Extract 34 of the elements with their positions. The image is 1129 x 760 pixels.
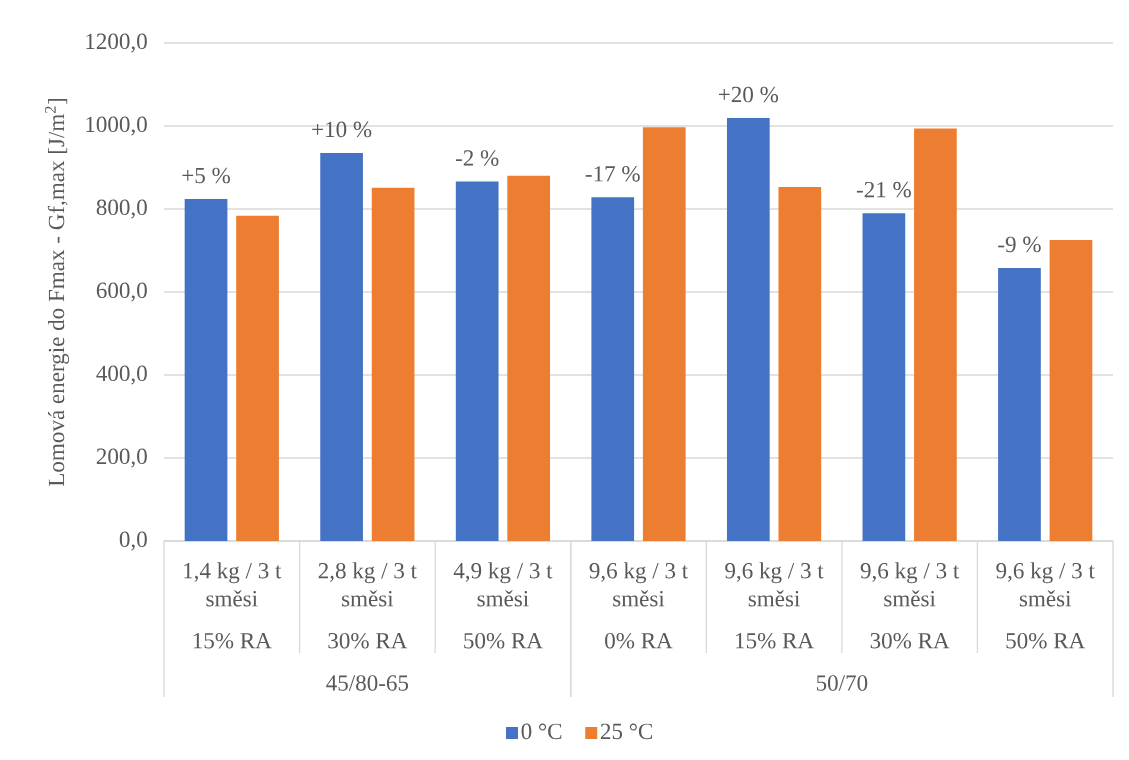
x-axis-title: 50/70 (816, 675, 868, 691)
bar (1049, 240, 1093, 541)
x-tick-label: 4,9 kg / 3 t směsi 50% RA (453, 562, 553, 649)
x-tick-label: 9,6 kg / 3 t směsi 50% RA (996, 562, 1095, 649)
x-tick-label: 2,8 kg / 3 t směsi 30% RA (318, 562, 417, 649)
y-tick-label: 200,0 (96, 448, 147, 468)
annotation: -21 % (856, 181, 911, 198)
legend-label: 25 °C (600, 723, 653, 740)
bar (914, 128, 957, 541)
y-axis-title: Lomová energie do Fmax - Gf,max [J/m$^{2}$] (44, 98, 70, 487)
bar (591, 197, 635, 541)
y-tick-label: 1000,0 (86, 116, 147, 136)
x-tick-label: 9,6 kg / 3 t směsi 0% RA (589, 562, 689, 649)
annotation: +10 % (312, 121, 372, 138)
x-tick-label: 9,6 kg / 3 t směsi 30% RA (860, 562, 960, 649)
y-tick-label: 600,0 (96, 282, 147, 302)
bar (726, 118, 770, 541)
legend-label: 0 °C (521, 723, 562, 740)
annotation: -9 % (998, 236, 1041, 253)
y-tick-label: 400,0 (96, 365, 147, 385)
bar (998, 267, 1041, 541)
bar (642, 127, 686, 541)
x-tick-label: 9,6 kg / 3 t směsi 15% RA (725, 562, 824, 649)
annotation: +5 % (182, 167, 230, 184)
annotation: +20 % (718, 86, 779, 103)
bar (862, 213, 906, 541)
x-axis-title: 45/80-65 (326, 675, 409, 691)
y-tick-label: 1200,0 (86, 33, 147, 53)
bar (778, 187, 822, 541)
annotation: -2 % (455, 150, 499, 166)
y-tick-label: 800,0 (96, 199, 147, 219)
x-tick-label: 1,4 kg / 3 t směsi 15% RA (184, 562, 282, 649)
y-tick-label: 0,0 (119, 531, 147, 551)
annotation: -17 % (585, 166, 640, 182)
